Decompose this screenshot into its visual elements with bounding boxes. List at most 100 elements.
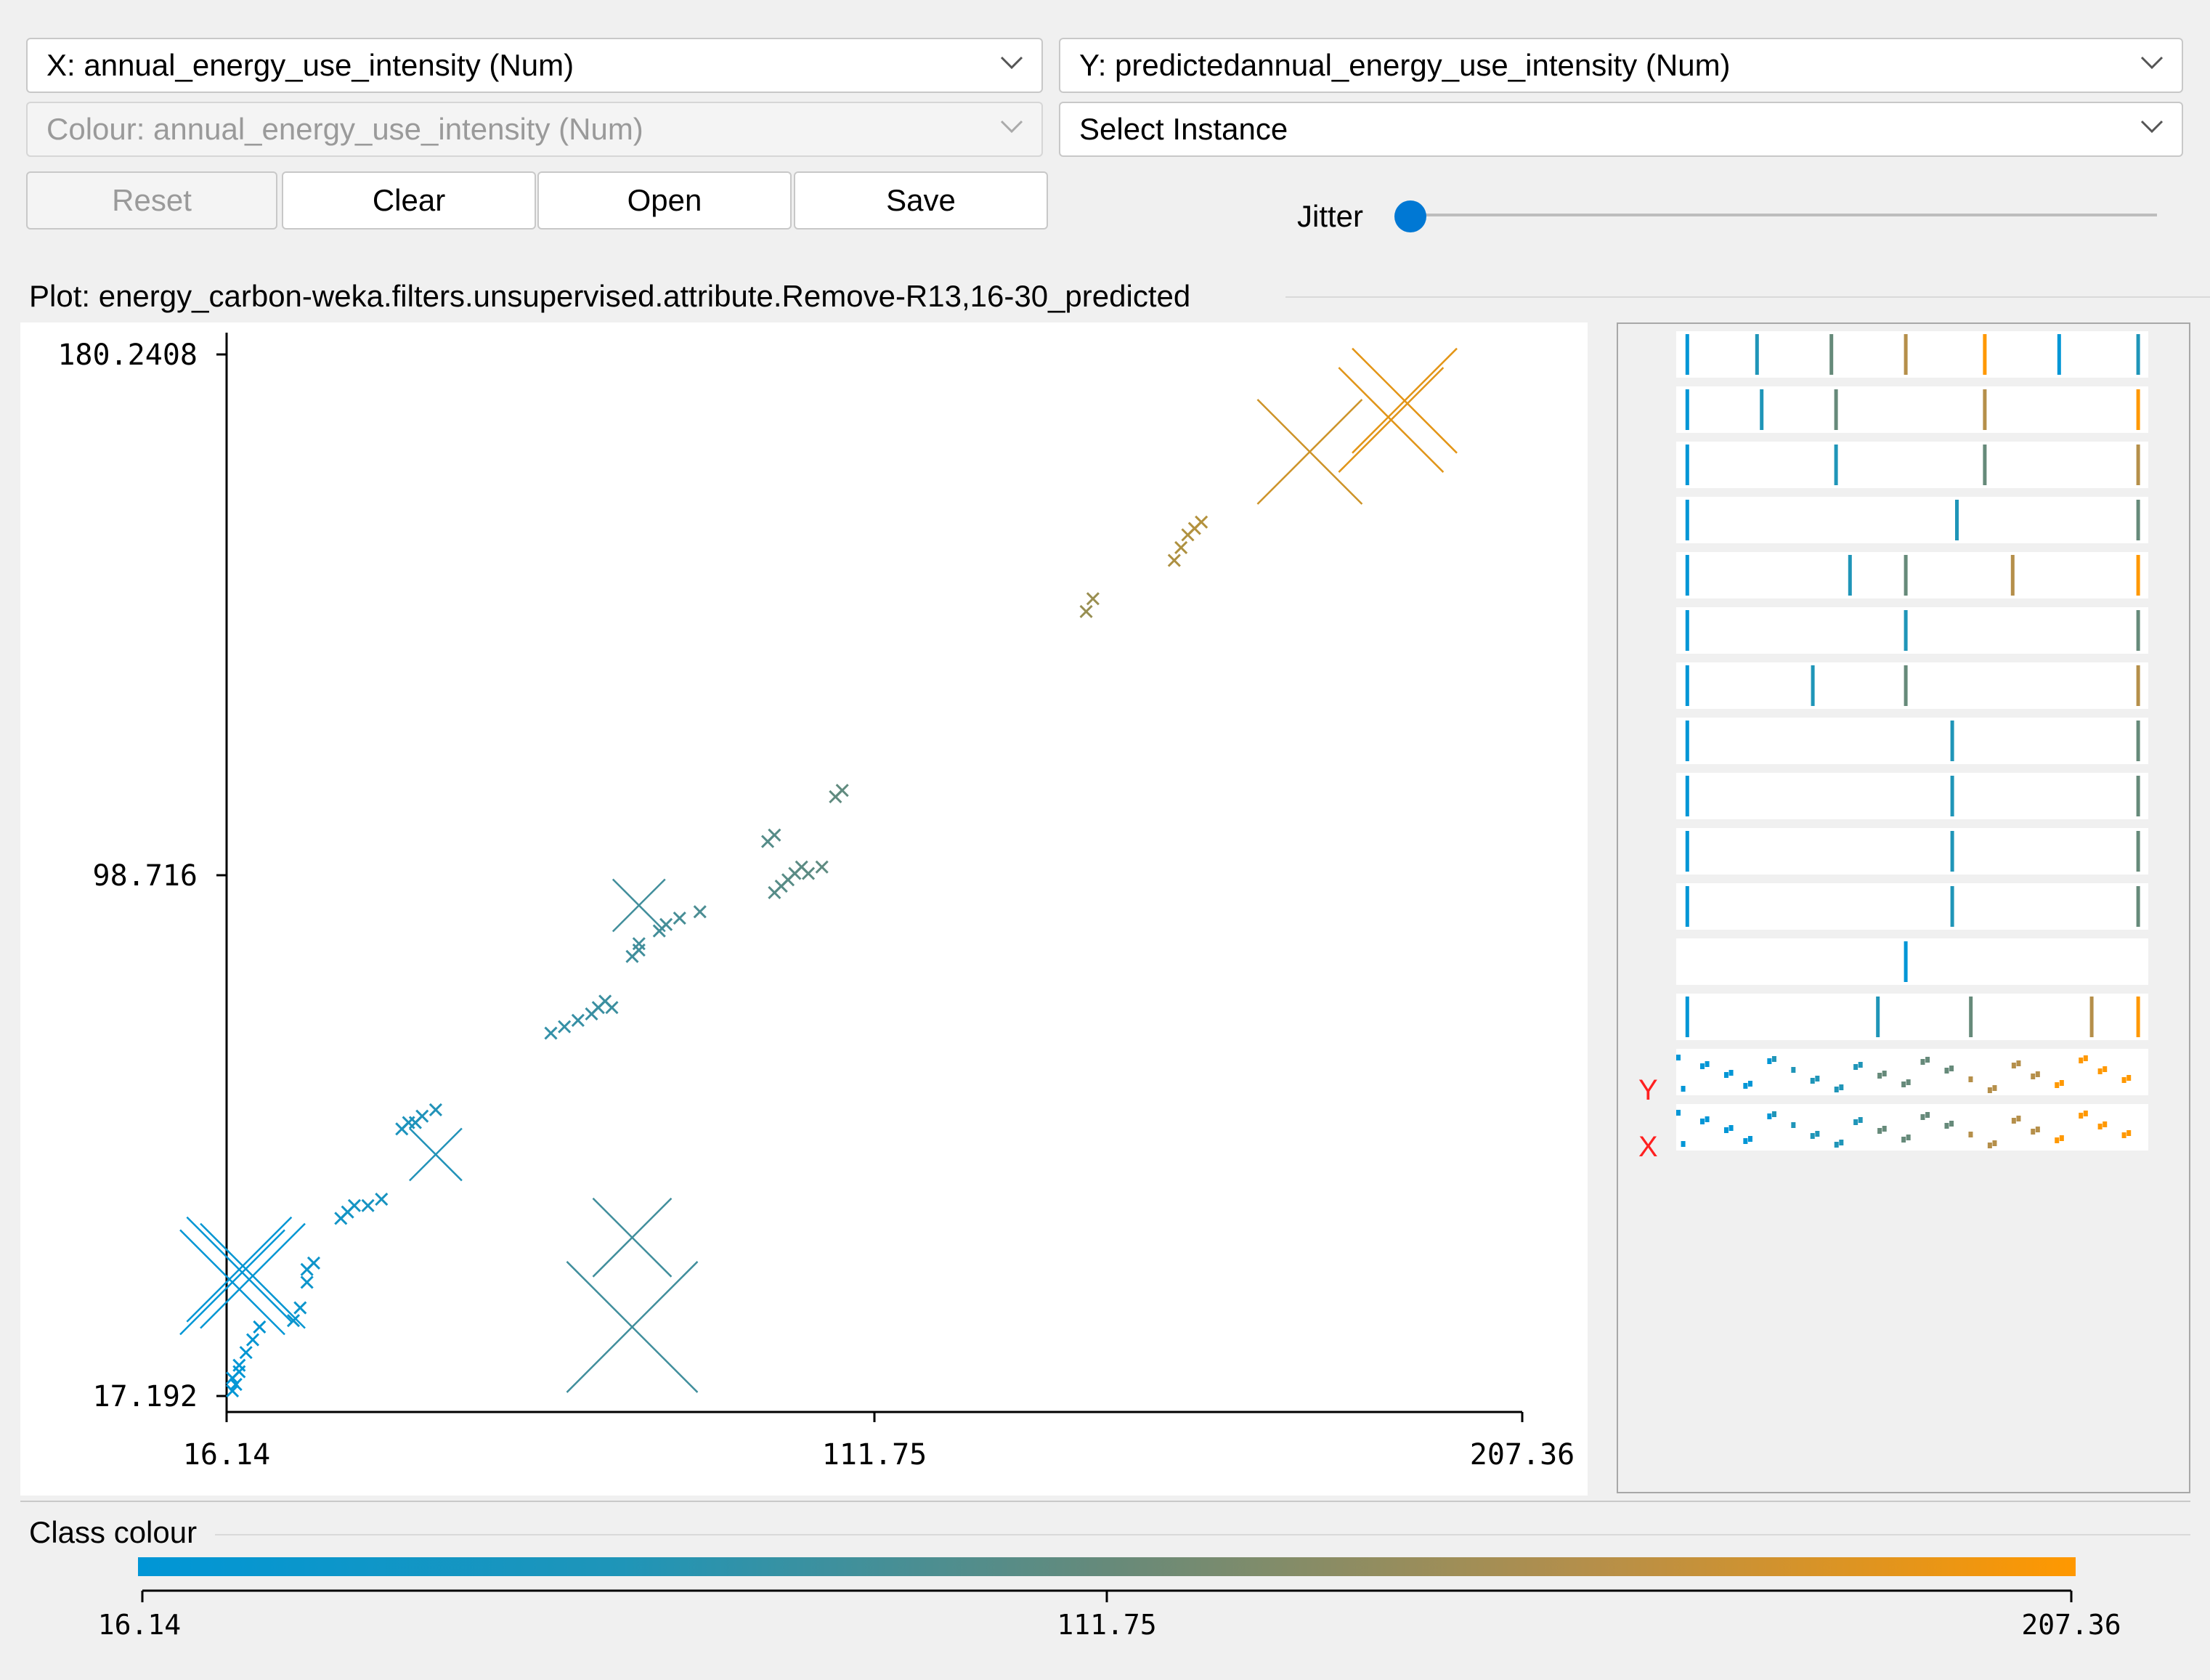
- matrix-mark: [2031, 1129, 2036, 1135]
- jitter-slider[interactable]: [1394, 200, 2164, 232]
- data-point: [801, 867, 816, 880]
- matrix-cell: [1676, 497, 2148, 543]
- large-data-point: [200, 1222, 306, 1329]
- matrix-cell: [1676, 938, 2148, 985]
- matrix-mark: [1983, 445, 1987, 485]
- data-point: [375, 1192, 389, 1206]
- data-point-stroke: [693, 905, 707, 919]
- matrix-mark: [1767, 1058, 1772, 1064]
- matrix-mark: [1676, 1110, 1681, 1116]
- matrix-mark: [1810, 1133, 1815, 1139]
- matrix-mark: [1743, 1083, 1748, 1089]
- matrix-mark: [1944, 1123, 1949, 1129]
- data-point: [768, 828, 781, 842]
- jitter-label: Jitter: [1297, 199, 1364, 233]
- matrix-mark: [2121, 1077, 2126, 1083]
- data-point: [693, 905, 707, 919]
- attribute-matrix[interactable]: Y X: [1618, 324, 2189, 1492]
- data-point-stroke: [286, 1314, 301, 1328]
- data-point: [1195, 515, 1208, 529]
- data-point: [253, 1320, 267, 1334]
- jitter-slider-thumb[interactable]: [1394, 200, 1426, 232]
- matrix-mark: [2136, 776, 2140, 816]
- y-axis-select[interactable]: Y: predictedannual_energy_use_intensity …: [1059, 38, 2183, 93]
- open-button[interactable]: Open: [537, 171, 792, 230]
- matrix-mark: [1811, 665, 1815, 706]
- matrix-mark: [1949, 1121, 1954, 1127]
- matrix-mark: [1676, 1055, 1681, 1060]
- chevron-down-icon: [2140, 56, 2164, 70]
- select-instance[interactable]: Select Instance: [1059, 102, 2183, 157]
- data-point-stroke: [605, 1001, 619, 1015]
- large-data-point-stroke: [1338, 367, 1445, 473]
- matrix-mark: [1681, 1141, 1686, 1147]
- matrix-mark: [2103, 1121, 2108, 1127]
- data-point: [361, 1198, 375, 1212]
- data-point-stroke: [375, 1192, 389, 1206]
- matrix-mark: [2136, 997, 2140, 1037]
- matrix-mark: [1944, 1068, 1949, 1074]
- y-tick-label: 98.716: [93, 859, 198, 893]
- data-point-stroke: [801, 867, 816, 880]
- data-point-stroke: [232, 1358, 246, 1372]
- data-point-stroke: [673, 912, 686, 925]
- matrix-mark: [1815, 1131, 1820, 1137]
- data-point: [835, 784, 849, 798]
- matrix-cell: [1676, 552, 2148, 598]
- data-point-stroke: [300, 1275, 314, 1289]
- matrix-mark: [1705, 1116, 1710, 1122]
- matrix-mark: [1848, 555, 1852, 596]
- data-point-stroke: [229, 1378, 243, 1392]
- large-data-point-stroke: [592, 1197, 673, 1278]
- large-data-point-stroke: [179, 1229, 285, 1336]
- data-point: [605, 1001, 619, 1015]
- matrix-mark: [1815, 1076, 1820, 1082]
- data-point-stroke: [293, 1301, 307, 1315]
- matrix-mark: [1955, 500, 1959, 540]
- data-point-stroke: [835, 784, 849, 798]
- matrix-mark: [2136, 665, 2140, 706]
- scatter-plot[interactable]: 16.14 111.75 207.36 180.2408 98.716 17.192: [20, 322, 1588, 1496]
- matrix-mark: [2057, 334, 2061, 375]
- matrix-mark: [2059, 1080, 2064, 1086]
- matrix-mark: [1705, 1061, 1710, 1067]
- matrix-mark: [2031, 1074, 2036, 1079]
- large-data-point-stroke: [200, 1222, 306, 1329]
- matrix-mark: [1950, 776, 1954, 816]
- matrix-mark: [1925, 1112, 1930, 1118]
- matrix-mark: [2136, 334, 2140, 375]
- large-data-point-stroke: [566, 1261, 699, 1393]
- matrix-cell: [1676, 442, 2148, 488]
- matrix-mark: [1839, 1140, 1844, 1145]
- data-point-stroke: [306, 1256, 321, 1270]
- data-point-stroke: [239, 1346, 253, 1360]
- matrix-mark: [1685, 389, 1689, 430]
- matrix-mark: [1858, 1062, 1863, 1068]
- x-tick-label: 111.75: [822, 1438, 927, 1472]
- matrix-mark: [1877, 1128, 1882, 1134]
- matrix-mark: [2097, 1068, 2103, 1074]
- save-button[interactable]: Save: [794, 171, 1048, 230]
- matrix-mark: [1882, 1126, 1887, 1132]
- matrix-mark: [1791, 1122, 1796, 1128]
- select-instance-label: Select Instance: [1079, 112, 1288, 146]
- matrix-mark: [1877, 1073, 1882, 1079]
- matrix-mark: [1949, 1066, 1954, 1071]
- x-axis-select[interactable]: X: annual_energy_use_intensity (Num): [26, 38, 1043, 93]
- matrix-mark: [1685, 555, 1689, 596]
- clear-button[interactable]: Clear: [282, 171, 536, 230]
- large-data-point: [1256, 399, 1363, 505]
- matrix-mark: [1950, 721, 1954, 761]
- data-point: [245, 1333, 260, 1347]
- scatter-plot-panel[interactable]: 16.14 111.75 207.36 180.2408 98.716 17.192: [20, 322, 1588, 1496]
- matrix-mark: [1723, 1072, 1728, 1078]
- data-point: [632, 943, 646, 957]
- matrix-mark: [1685, 831, 1689, 872]
- matrix-mark: [1747, 1081, 1752, 1087]
- attribute-matrix-panel[interactable]: Y X: [1617, 322, 2190, 1493]
- data-point-stroke: [253, 1320, 267, 1334]
- matrix-mark: [1834, 389, 1838, 430]
- matrix-cell: [1676, 331, 2148, 378]
- data-point: [558, 1020, 572, 1034]
- data-point: [286, 1314, 301, 1328]
